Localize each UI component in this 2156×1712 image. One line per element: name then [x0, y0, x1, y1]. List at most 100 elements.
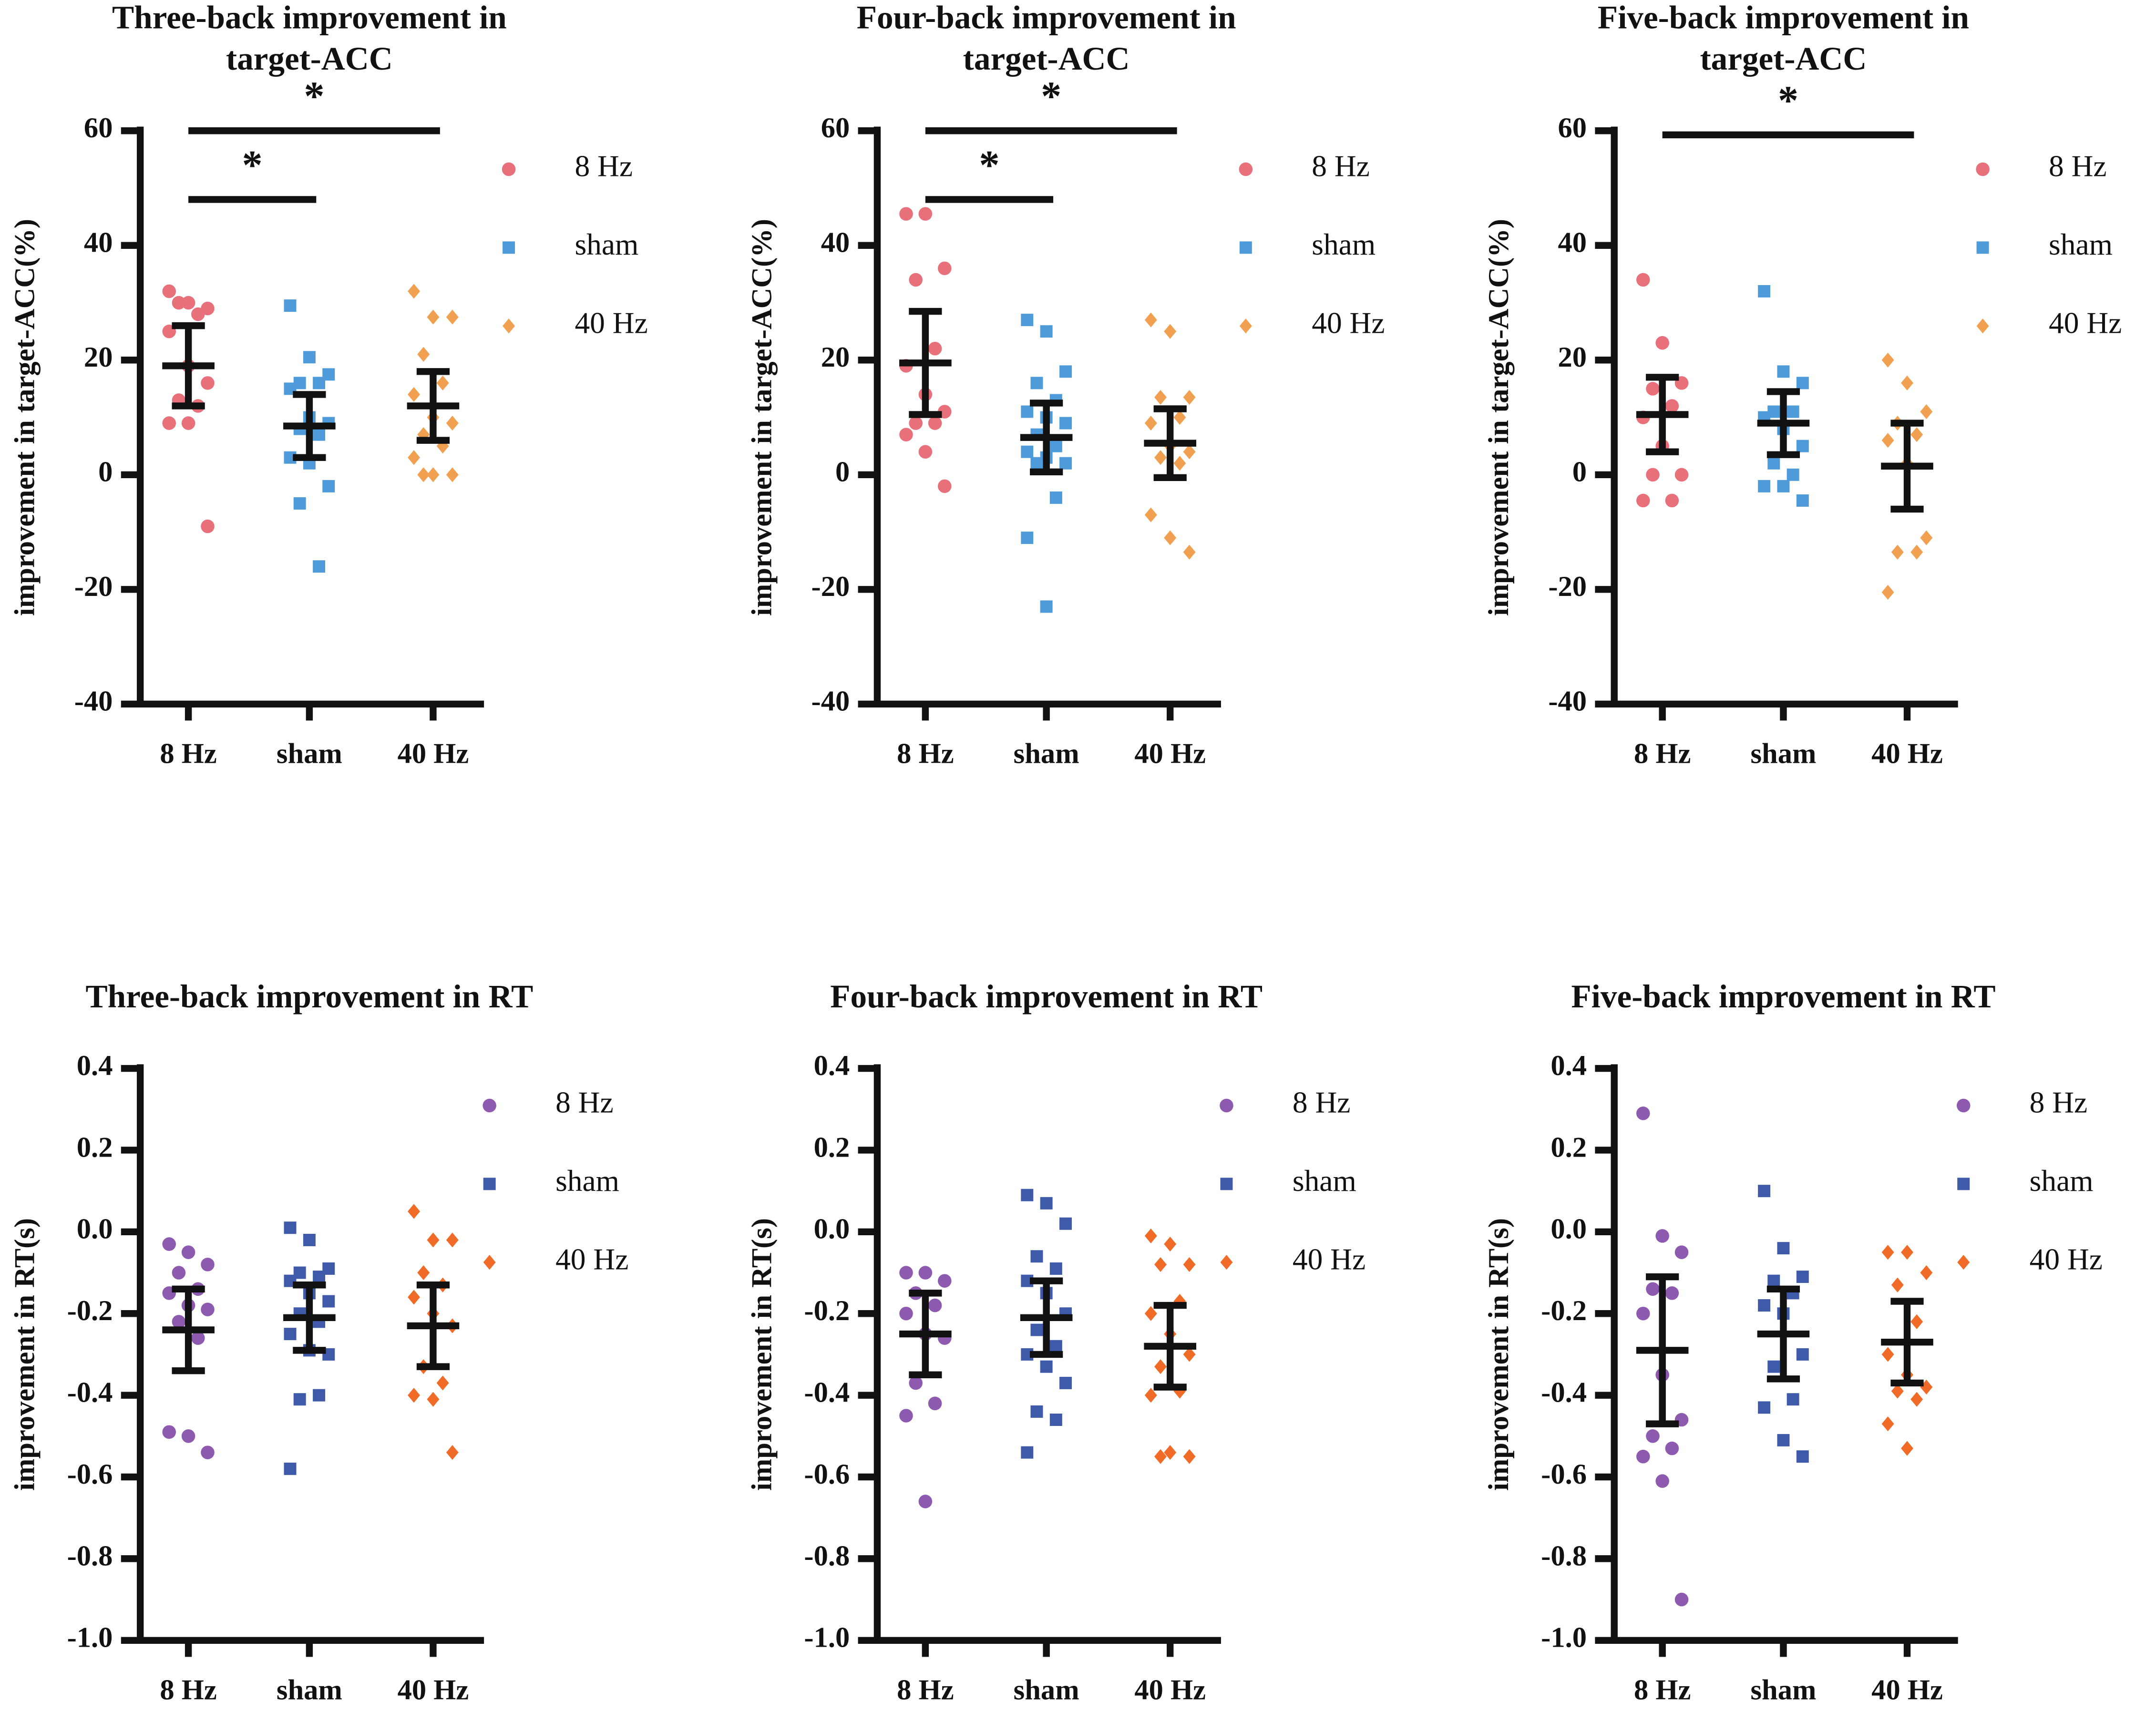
data-point: [1154, 1359, 1167, 1374]
data-point: [181, 296, 195, 310]
data-point: [1646, 1429, 1660, 1443]
data-point: [1636, 1449, 1650, 1464]
data-point: [1891, 1277, 1904, 1292]
y-tick-label: -20: [811, 571, 850, 603]
legend-marker: [1239, 162, 1253, 176]
data-point: [1646, 382, 1660, 396]
y-tick-label: -0.2: [67, 1295, 113, 1327]
data-point: [1049, 1262, 1062, 1275]
data-point: [1786, 405, 1799, 418]
y-tick-label: -0.8: [67, 1540, 113, 1572]
data-point: [1636, 493, 1650, 508]
x-tick-label: sham: [277, 1674, 342, 1706]
legend-marker: [1957, 1178, 1970, 1190]
legend-marker: [1239, 318, 1252, 334]
data-point: [303, 1234, 316, 1246]
x-tick-label: 8 Hz: [160, 1674, 216, 1706]
data-point: [1674, 1592, 1689, 1607]
data-point: [1636, 1306, 1650, 1321]
data-point: [1040, 1197, 1053, 1210]
y-tick-label: 60: [821, 112, 850, 144]
data-point: [899, 1266, 913, 1280]
legend-label: sham: [2030, 1164, 2094, 1198]
legend-label: sham: [2049, 227, 2113, 261]
data-point: [909, 273, 923, 287]
data-point: [181, 1245, 195, 1259]
legend-label: 40 Hz: [1312, 306, 1385, 339]
legend-marker: [483, 1098, 496, 1113]
data-point: [313, 560, 326, 573]
data-point: [899, 428, 913, 441]
data-point: [1665, 1441, 1679, 1456]
legend-label: 40 Hz: [555, 1242, 628, 1276]
data-point: [1144, 1228, 1157, 1243]
data-point: [1758, 285, 1771, 297]
data-point: [408, 284, 421, 299]
data-point: [303, 351, 316, 364]
legend-marker: [502, 162, 516, 176]
data-point: [1636, 1107, 1650, 1120]
data-point: [1154, 1449, 1167, 1464]
data-point: [1665, 1286, 1679, 1300]
data-point: [446, 1445, 459, 1460]
data-point: [1164, 324, 1177, 339]
legend-marker: [1220, 1098, 1233, 1113]
data-point: [293, 497, 306, 510]
panel: Three-back improvement in target-ACC impro…: [9, 0, 648, 769]
data-point: [1030, 1405, 1043, 1418]
legend-label: sham: [1293, 1164, 1356, 1198]
chart-title: target-ACC: [963, 40, 1130, 77]
data-point: [928, 1298, 942, 1312]
data-point: [1767, 1274, 1780, 1287]
y-tick-label: 20: [821, 341, 850, 373]
data-point: [201, 519, 215, 533]
legend-label: 8 Hz: [2049, 149, 2107, 183]
data-point: [284, 299, 297, 312]
data-point: [181, 416, 195, 430]
data-point: [1758, 480, 1771, 492]
data-point: [1154, 1257, 1167, 1272]
data-point: [313, 1271, 326, 1283]
data-point: [284, 1328, 297, 1341]
data-point: [1030, 1323, 1043, 1336]
data-point: [1796, 1348, 1809, 1361]
chart-title: target-ACC: [1700, 40, 1867, 77]
y-axis-label: improvement in target-ACC(%): [9, 219, 41, 616]
data-point: [1154, 390, 1167, 405]
data-point: [1767, 1360, 1780, 1373]
x-tick-label: sham: [1750, 738, 1816, 769]
data-point: [1183, 544, 1196, 560]
y-tick-label: -1.0: [67, 1622, 113, 1654]
y-tick-label: 20: [1558, 341, 1587, 373]
data-point: [1059, 417, 1072, 430]
data-point: [1164, 1236, 1177, 1252]
legend-marker: [1976, 241, 1989, 254]
legend-label: 8 Hz: [1293, 1085, 1351, 1119]
data-point: [1030, 457, 1043, 470]
data-point: [1655, 1229, 1669, 1243]
legend-marker: [483, 1255, 496, 1270]
panel: Three-back improvement in RT improvement …: [9, 978, 629, 1706]
data-point: [1646, 1282, 1660, 1296]
data-point: [284, 1462, 297, 1475]
data-point: [909, 1376, 923, 1390]
y-tick-label: -0.6: [67, 1458, 113, 1490]
y-tick-label: -1.0: [1541, 1622, 1587, 1654]
x-tick-label: sham: [277, 738, 342, 769]
data-point: [408, 1204, 421, 1219]
data-point: [1154, 450, 1167, 465]
data-point: [446, 467, 459, 482]
y-tick-label: -0.4: [1541, 1377, 1587, 1409]
data-point: [918, 207, 933, 221]
data-point: [1059, 365, 1072, 378]
data-point: [1881, 584, 1894, 600]
y-tick-label: -0.4: [67, 1377, 113, 1409]
data-point: [1183, 1257, 1196, 1272]
y-tick-label: 0.2: [1550, 1131, 1587, 1163]
legend-label: sham: [1312, 227, 1376, 261]
data-point: [201, 1302, 215, 1316]
data-point: [1049, 1414, 1062, 1426]
y-tick-label: 40: [1558, 227, 1587, 259]
legend-marker: [503, 318, 515, 334]
